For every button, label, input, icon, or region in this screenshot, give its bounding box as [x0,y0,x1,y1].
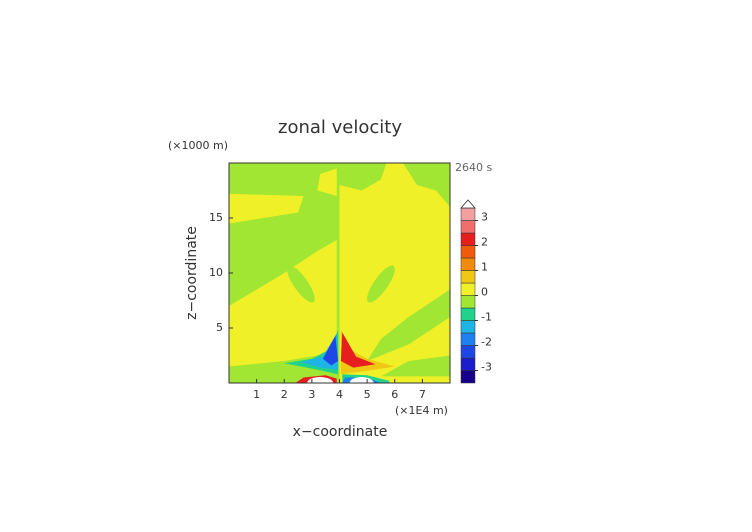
colorbar-segment [460,370,476,384]
contour-field [229,163,450,383]
contour-region [403,163,450,207]
x-tick-label: 6 [391,388,398,401]
x-axis-label: x−coordinate [293,424,388,440]
colorbar-segment [460,332,476,346]
colorbar-segment [460,245,476,259]
x-unit-label: (×1E4 m) [395,404,448,417]
colorbar-tick-label: 2 [481,236,488,249]
contour-region [317,168,337,196]
colorbar-segment [460,257,476,271]
y-tick-label: 15 [209,211,223,224]
colorbar-over [460,199,476,209]
colorbar-segment [460,295,476,309]
y-tick-label: 5 [216,321,223,334]
colorbar-segment [460,270,476,284]
contour-region [322,335,339,366]
colorbar-tick-label: 0 [481,286,488,299]
colorbar-segment [460,207,476,221]
contour-region [380,355,450,377]
contour-region [340,332,376,368]
time-label: 2640 s [455,161,492,174]
colorbar-segment [460,357,476,371]
colorbar-segment [460,345,476,359]
contour-region [339,163,387,191]
contour-region [286,265,315,303]
colorbar-tick-label: 3 [481,211,488,224]
colorbar-tick-label: -3 [481,361,492,374]
contour-region [367,289,450,361]
colorbar-segment [460,220,476,234]
colorbar-segment [460,232,476,246]
chart-title: zonal velocity [278,117,402,138]
colorbar-tick-label: 1 [481,261,488,274]
colorbar-tick-label: -2 [481,336,492,349]
y-axis-label: z−coordinate [184,226,200,320]
colorbar-segment [460,282,476,296]
colorbar-segment [460,307,476,321]
x-tick-label: 4 [336,388,343,401]
colorbar-tick-label: -1 [481,311,492,324]
contour-region [367,265,395,303]
y-unit-label: (×1000 m) [168,139,228,152]
y-tick-label: 10 [209,266,223,279]
contour-region [229,240,337,367]
x-tick-label: 5 [364,388,371,401]
colorbar-segment [460,320,476,334]
x-tick-label: 7 [419,388,426,401]
x-tick-label: 2 [281,388,288,401]
contour-region [307,377,334,383]
x-tick-label: 1 [253,388,260,401]
x-tick-label: 3 [308,388,315,401]
contour-region [229,193,304,224]
